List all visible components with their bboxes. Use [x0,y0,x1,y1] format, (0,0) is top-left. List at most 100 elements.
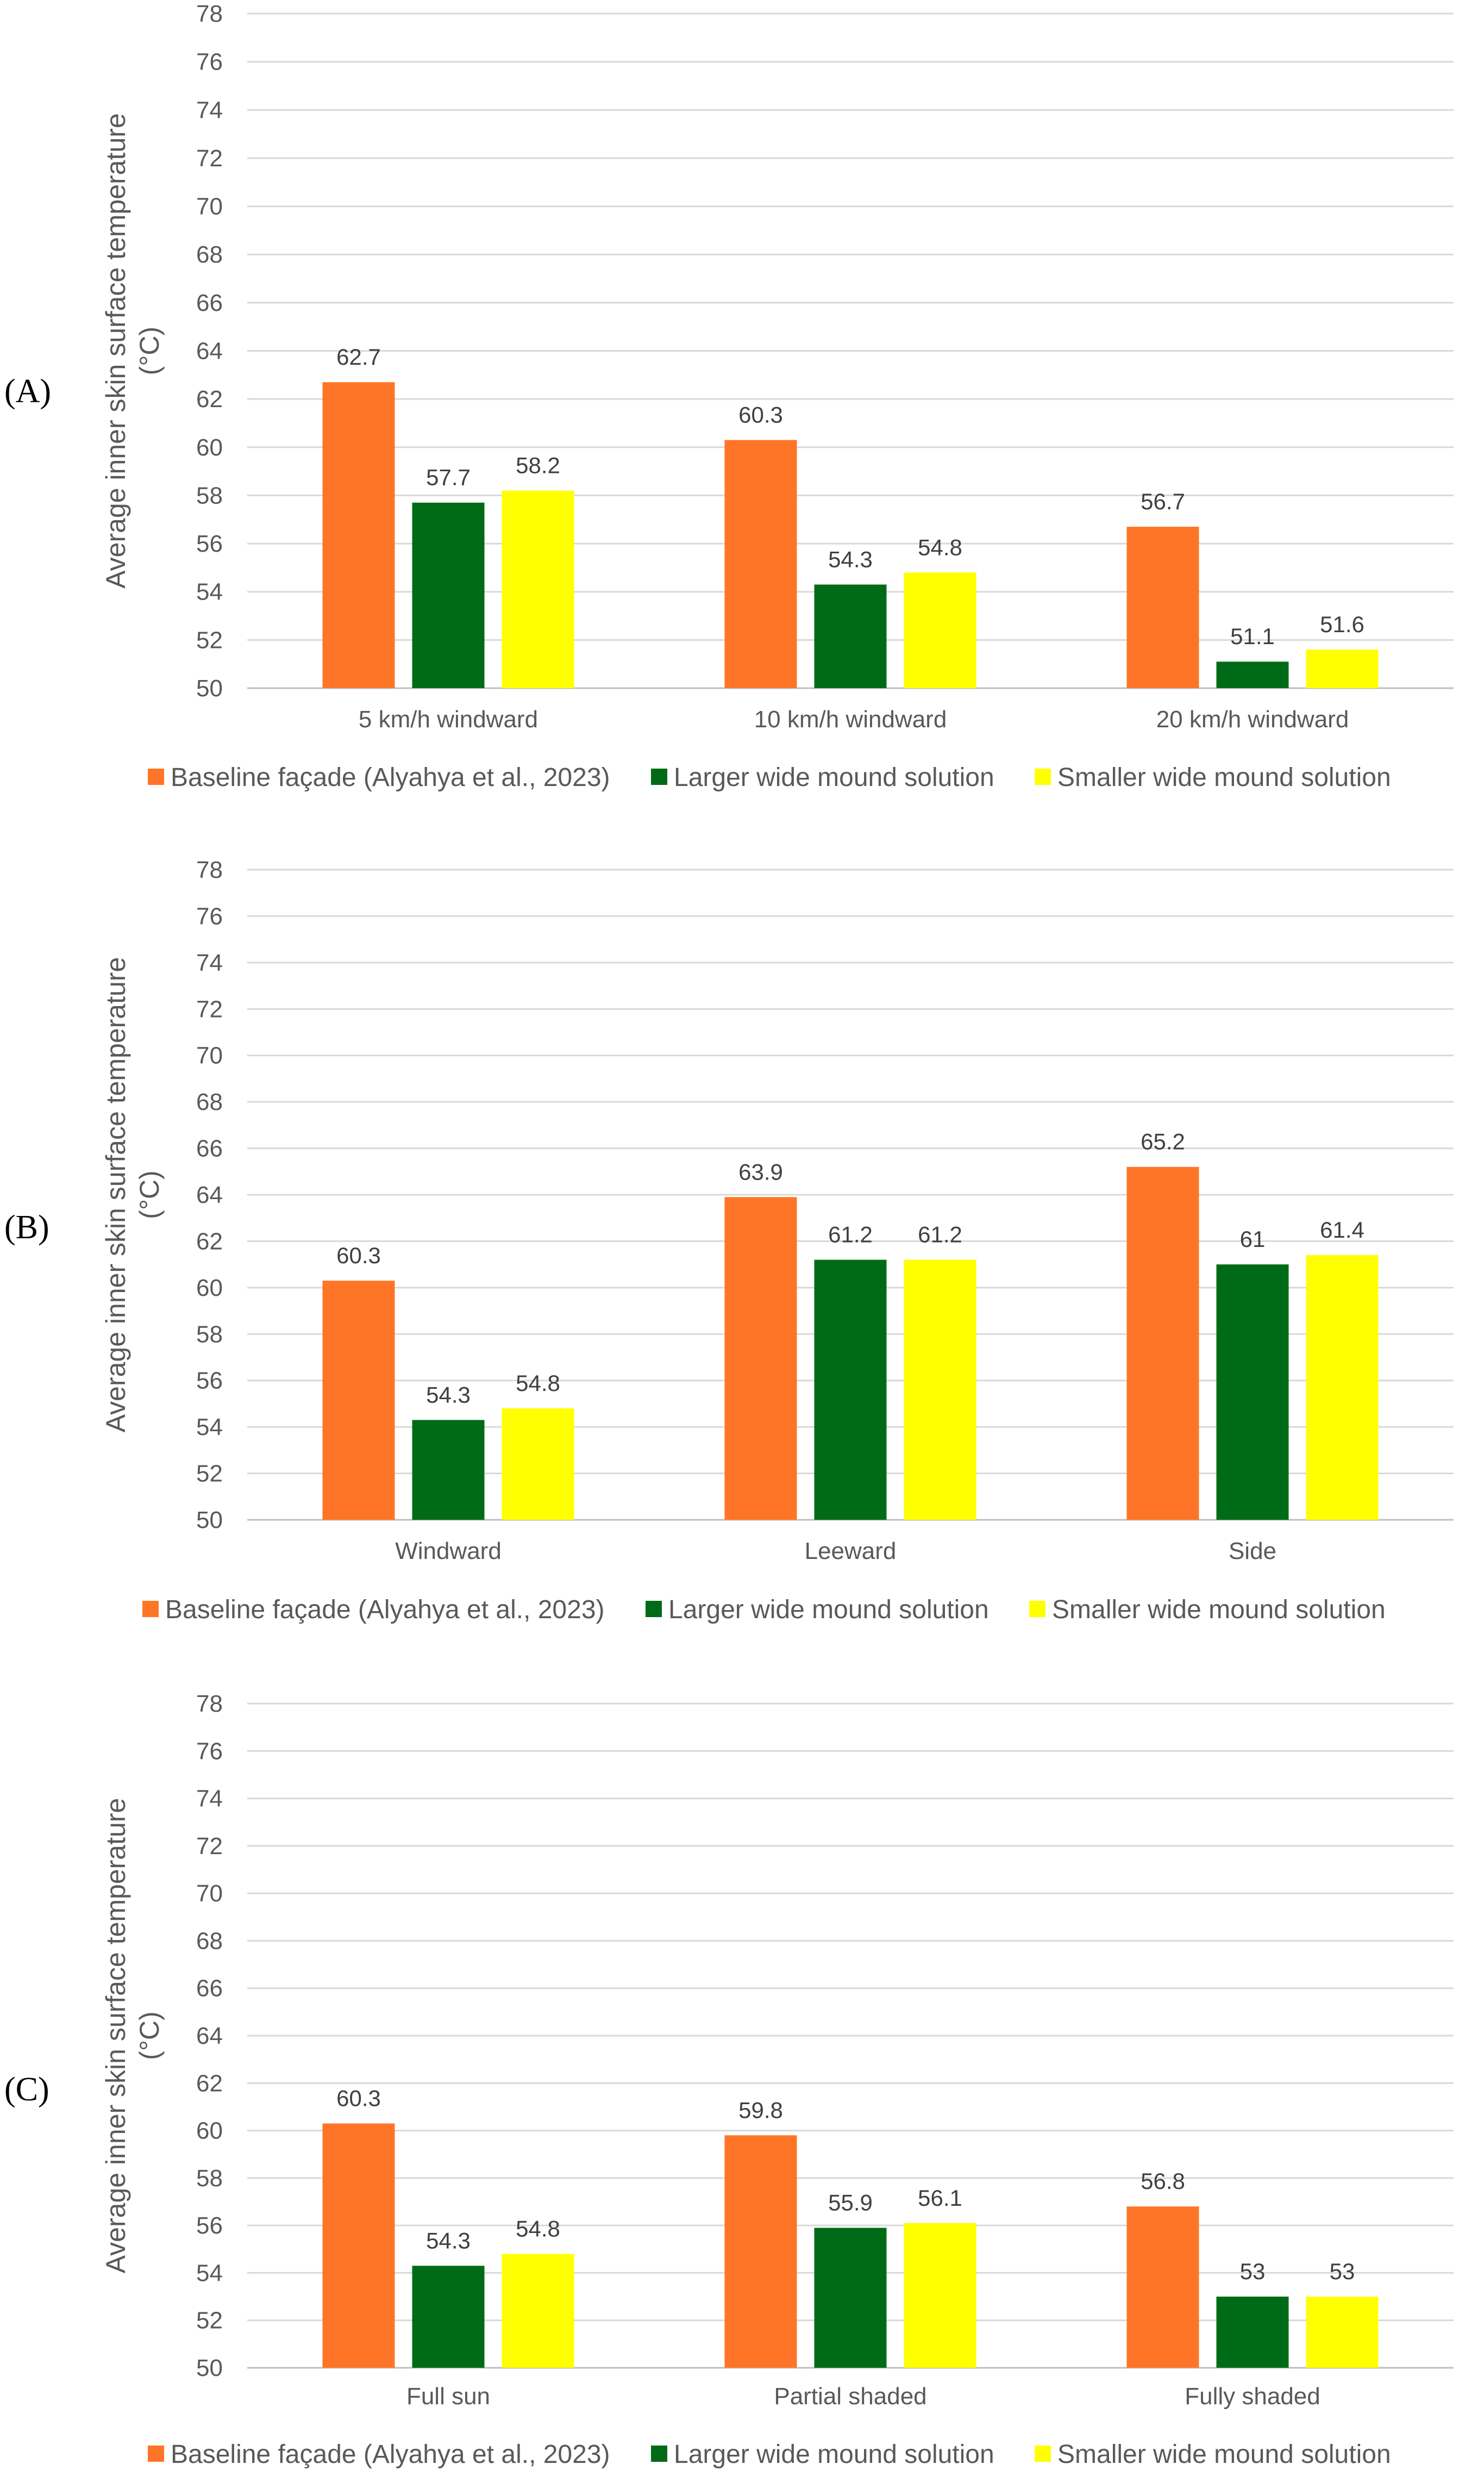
chart-panel-3: 50 52 54 56 58 60 62 64 66 68 70 72 74 76 78 60.3 54.3 54… [4,1690,1454,2469]
bar [904,572,976,688]
y-tick-label: 68 [196,241,223,268]
category-label: Full sun [406,2383,490,2410]
data-label: 53 [1240,2259,1266,2284]
data-label: 54.8 [918,534,962,560]
y-tick-label: 58 [196,2165,223,2192]
legend-swatch [1029,1601,1045,1617]
data-label: 51.1 [1230,623,1275,649]
category-label: 10 km/h windward [754,706,947,733]
y-tick-label: 68 [196,1927,223,1954]
y-tick-label: 52 [196,1461,223,1487]
y-tick-label: 50 [196,1507,223,1533]
legend-label: Baseline façade (Alyahya et al., 2023) [165,1595,605,1624]
y-tick-label: 64 [196,1182,223,1208]
y-tick-label: 68 [196,1089,223,1115]
data-label: 63.9 [738,1159,783,1184]
category-label: Fully shaded [1185,2383,1320,2410]
bar [1126,1166,1199,1520]
y-tick-label: 76 [196,49,223,76]
data-label: 57.7 [426,465,471,490]
y-tick-label: 66 [196,1136,223,1162]
y-axis-title: Average inner skin surface temperature (°… [101,1798,165,2274]
data-label: 54.3 [828,546,873,572]
legend-label: Larger wide mound solution [674,763,994,792]
y-tick-label: 70 [196,194,223,220]
panel-label: (B) [4,1209,49,1246]
bar [1216,662,1289,688]
y-tick-label: 74 [196,950,223,976]
bar [1126,2206,1199,2368]
y-tick-label: 54 [196,2260,223,2286]
y-tick-label: 76 [196,903,223,930]
y-tick-label: 56 [196,531,223,557]
data-label: 61.2 [918,1222,962,1247]
data-label: 61 [1240,1226,1266,1252]
category-label: Partial shaded [774,2383,926,2410]
data-label: 61.4 [1320,1217,1364,1243]
bar [1216,2297,1289,2368]
y-tick-label: 78 [196,857,223,883]
bar [814,2228,887,2368]
bar [502,2254,574,2368]
y-tick-label: 70 [196,1043,223,1069]
legend: Baseline façade (Alyahya et al., 2023) La… [148,2440,1391,2469]
category-label: 5 km/h windward [359,706,538,733]
y-tick-label: 74 [196,97,223,123]
y-axis-title: Average inner skin surface temperature (°… [101,957,165,1433]
category-label: Windward [395,1538,502,1564]
data-label: 58.2 [516,453,560,478]
y-tick-label: 78 [196,1,223,27]
data-label: 54.3 [426,2228,471,2253]
bar [412,2266,485,2368]
y-tick-label: 56 [196,1368,223,1394]
bar [322,1281,395,1520]
legend-label: Smaller wide mound solution [1052,1595,1386,1624]
y-tick-label: 56 [196,2212,223,2239]
data-label: 54.3 [426,1382,471,1407]
data-label: 61.2 [828,1222,873,1247]
y-tick-label: 60 [196,434,223,461]
y-tick-label: 66 [196,1975,223,2002]
legend-swatch [1035,2446,1051,2462]
bar [1306,2297,1379,2368]
data-label: 56.1 [918,2185,962,2211]
bar [502,490,574,688]
y-tick-label: 64 [196,338,223,365]
legend-label: Larger wide mound solution [674,2440,994,2469]
data-label: 60.3 [738,402,783,427]
y-tick-label: 70 [196,1880,223,1907]
legend-label: Smaller wide mound solution [1057,2440,1391,2469]
data-label: 54.8 [516,1370,560,1396]
bar [814,1259,887,1520]
y-tick-label: 62 [196,386,223,413]
y-tick-label: 66 [196,290,223,316]
bar [502,1408,574,1520]
category-label: Leeward [805,1538,897,1564]
bar [724,1197,797,1520]
bar [1126,527,1199,688]
legend-swatch [148,2446,164,2462]
y-tick-label: 50 [196,2355,223,2381]
y-tick-label: 58 [196,482,223,509]
legend-swatch [651,769,667,785]
y-tick-label: 64 [196,2023,223,2049]
bar [322,382,395,688]
bar [724,2135,797,2368]
bar [1306,1255,1379,1520]
legend-swatch [142,1601,159,1617]
bar [322,2123,395,2368]
bar [724,440,797,688]
y-tick-label: 78 [196,1690,223,1717]
y-tick-label: 72 [196,1833,223,1860]
y-tick-label: 50 [196,675,223,702]
y-tick-label: 52 [196,2307,223,2334]
legend: Baseline façade (Alyahya et al., 2023) La… [148,763,1391,792]
data-label: 53 [1330,2259,1355,2284]
legend-label: Baseline façade (Alyahya et al., 2023) [171,2440,610,2469]
data-label: 54.8 [516,2216,560,2242]
legend-label: Smaller wide mound solution [1057,763,1391,792]
y-axis-title: Average inner skin surface temperature (°… [101,113,165,589]
bar [814,584,887,688]
category-label: 20 km/h windward [1156,706,1349,733]
